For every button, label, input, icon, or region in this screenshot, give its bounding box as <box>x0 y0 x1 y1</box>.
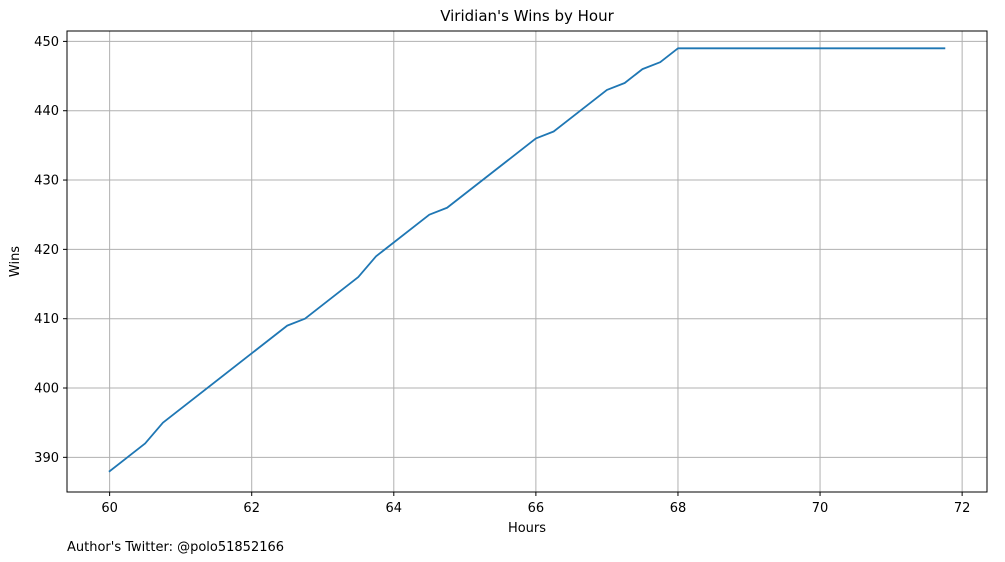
wins-line <box>108 47 946 473</box>
y-tick-label: 450 <box>34 35 59 50</box>
x-tick-label: 70 <box>812 501 829 516</box>
series-layer <box>108 47 946 473</box>
x-tick-label: 60 <box>101 501 118 516</box>
x-tick-label: 72 <box>954 501 971 516</box>
y-axis-title: Wins <box>8 246 23 277</box>
y-tick-label: 390 <box>34 451 59 466</box>
x-tick-label: 64 <box>386 501 403 516</box>
y-tick-label: 400 <box>34 382 59 397</box>
x-axis-title: Hours <box>508 521 546 536</box>
plot-frame <box>66 30 988 493</box>
x-tick-label: 66 <box>528 501 545 516</box>
y-axis: 390 400 410 420 430 440 450 <box>34 35 67 466</box>
y-tick-label: 420 <box>34 243 59 258</box>
x-tick-label: 62 <box>243 501 260 516</box>
y-tick-label: 430 <box>34 174 59 189</box>
chart-title: Viridian's Wins by Hour <box>440 7 614 25</box>
author-footnote: Author's Twitter: @polo51852166 <box>67 540 284 555</box>
x-tick-label: 68 <box>670 501 687 516</box>
grid <box>67 31 987 492</box>
x-axis: 60 62 64 66 68 70 72 <box>101 492 970 516</box>
y-tick-label: 440 <box>34 104 59 119</box>
y-tick-label: 410 <box>34 312 59 327</box>
